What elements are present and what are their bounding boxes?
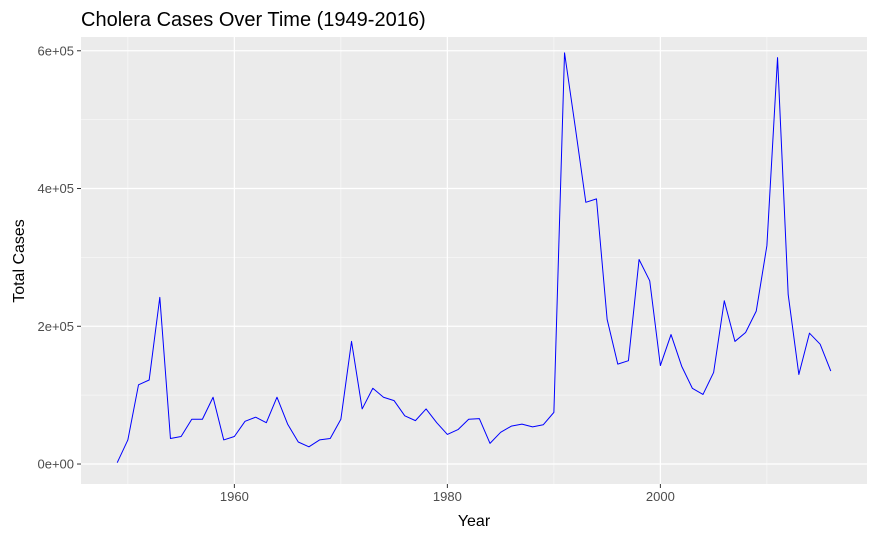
y-tick-label: 6e+05 xyxy=(37,43,74,58)
y-axis-title: Total Cases xyxy=(11,219,28,303)
y-tick-label: 0e+00 xyxy=(37,457,74,472)
chart-title: Cholera Cases Over Time (1949-2016) xyxy=(81,9,426,31)
x-tick-label: 2000 xyxy=(646,489,675,504)
y-tick-label: 2e+05 xyxy=(37,319,74,334)
series-line xyxy=(116,52,832,463)
major-gridlines xyxy=(81,37,867,484)
x-tick-label: 1960 xyxy=(220,489,249,504)
axis-ticks xyxy=(77,50,661,488)
tick-labels: 1960 1980 2000 0e+00 2e+05 4e+05 6e+05 xyxy=(37,43,674,504)
y-tick-label: 4e+05 xyxy=(37,181,74,196)
x-axis-title: Year xyxy=(458,513,491,530)
minor-gridlines xyxy=(81,37,867,484)
series-layer xyxy=(116,52,832,463)
plot-panel xyxy=(81,37,867,484)
x-tick-label: 1980 xyxy=(433,489,462,504)
